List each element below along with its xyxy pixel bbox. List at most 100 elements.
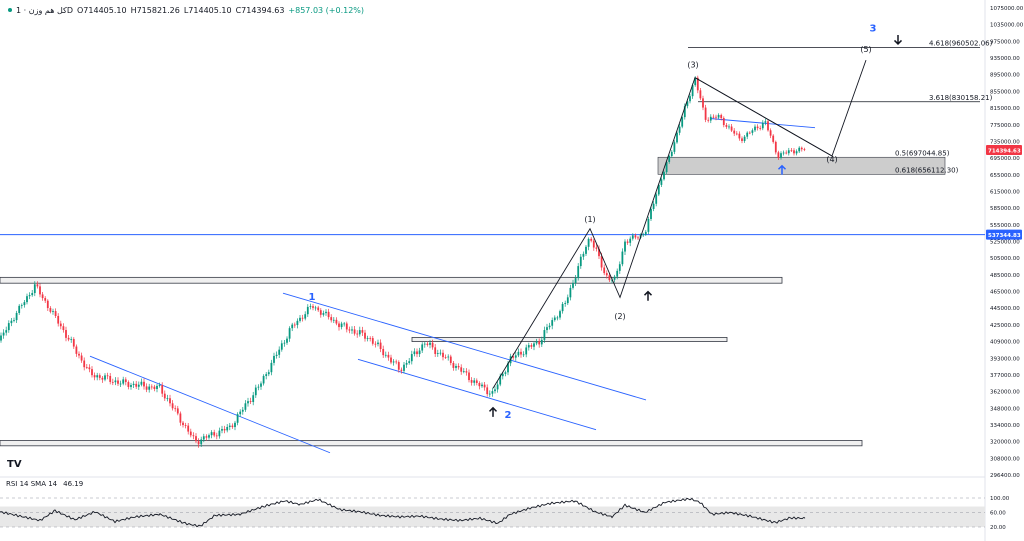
candle-body	[478, 382, 481, 387]
candle-body	[470, 380, 473, 383]
rsi-axis-label: 60.00	[990, 511, 1006, 517]
candle-body	[228, 425, 231, 427]
candle-body	[223, 428, 226, 431]
zone-rect[interactable]	[657, 156, 946, 175]
candle-body	[618, 264, 621, 271]
candle-body	[429, 342, 431, 345]
rsi-legend[interactable]: RSI 14 SMA 14 46.19	[6, 480, 83, 488]
candle-body	[442, 352, 444, 358]
symbol-name[interactable]: کل هم وزن · 1D	[16, 6, 73, 15]
wave-channel-line[interactable]	[694, 77, 833, 157]
candle-body	[452, 362, 455, 368]
trendline[interactable]	[357, 358, 597, 431]
candle-body	[293, 324, 296, 326]
candle-body	[26, 296, 28, 303]
candle-body	[496, 384, 499, 390]
ohlc-high: H715821.26	[130, 6, 180, 15]
candle-body	[499, 376, 502, 385]
candle-body	[158, 385, 161, 386]
elliott-wave-path[interactable]	[492, 59, 867, 389]
candle-body	[475, 380, 478, 383]
candle-body	[371, 338, 374, 344]
candle-body	[795, 151, 798, 154]
candle-body	[657, 184, 660, 195]
candle-body	[369, 338, 372, 339]
candle-body	[122, 379, 125, 384]
y-axis-tick-label: 1075000.00	[990, 6, 1024, 12]
candle-body	[257, 386, 260, 388]
zone-rect[interactable]	[0, 440, 863, 447]
candle-body	[176, 408, 179, 414]
candle-body	[590, 238, 593, 241]
tradingview-logo-icon[interactable]: TV	[7, 459, 22, 470]
candle-body	[353, 329, 356, 334]
candle-body	[161, 385, 164, 394]
candle-body	[59, 323, 62, 327]
y-axis-tick-label: 555000.00	[990, 223, 1020, 229]
candle-body	[41, 294, 44, 299]
arrow-stroke	[643, 290, 653, 301]
rsi-line[interactable]	[0, 497, 806, 528]
candle-body	[143, 381, 145, 387]
candle-body	[663, 172, 665, 180]
candle-body	[327, 311, 330, 318]
candle-body	[462, 371, 465, 373]
candle-body	[330, 317, 333, 321]
y-axis-tick-label: 485000.00	[990, 273, 1020, 279]
trendline[interactable]	[282, 292, 647, 401]
trendline[interactable]	[89, 355, 331, 454]
candle-body	[473, 380, 476, 383]
candle-body	[195, 436, 197, 442]
candle-body	[208, 435, 210, 438]
y-axis-tick-label: 393000.00	[990, 356, 1020, 362]
zone-rect[interactable]	[0, 276, 783, 284]
candle-body	[556, 317, 559, 319]
zone-rect[interactable]	[411, 337, 728, 342]
candle-body	[507, 363, 509, 373]
candle-body	[119, 383, 122, 385]
candle-body	[626, 241, 629, 243]
candle-body	[23, 302, 26, 306]
candle-body	[764, 121, 767, 123]
ohlc-close: C714394.63	[235, 6, 285, 15]
candle-body	[18, 305, 21, 313]
y-axis-tick-label: 465000.00	[990, 290, 1020, 296]
candle-body	[265, 374, 268, 376]
candle-body	[582, 253, 585, 257]
candle-body	[746, 132, 749, 137]
candle-body	[20, 305, 23, 306]
candle-body	[273, 355, 275, 363]
y-axis-tick-label: 505000.00	[990, 256, 1020, 262]
candle-body	[278, 349, 281, 355]
arrow-stroke	[777, 164, 787, 175]
candle-body	[57, 315, 60, 324]
candle-body	[234, 422, 236, 428]
candle-body	[689, 96, 691, 102]
candle-body	[699, 90, 702, 99]
candle-body	[358, 330, 361, 335]
candle-body	[735, 133, 738, 135]
arrow-stroke	[488, 406, 498, 417]
candle-body	[481, 384, 483, 387]
candle-body	[124, 379, 127, 383]
candle-body	[171, 403, 174, 409]
candle-body	[426, 343, 429, 345]
y-axis-tick-label: 525000.00	[990, 240, 1020, 246]
candle-body	[553, 317, 556, 321]
candle-body	[80, 355, 83, 361]
candle-body	[767, 121, 769, 131]
candle-body	[403, 364, 405, 371]
fib-level-label: 0.5(697044.85)	[895, 149, 950, 157]
candle-body	[387, 354, 390, 358]
candle-body	[62, 326, 65, 331]
candle-body	[231, 425, 234, 428]
candle-body	[325, 311, 327, 314]
candle-body	[707, 119, 710, 121]
candle-body	[548, 325, 551, 328]
candle-body	[769, 130, 772, 136]
candle-body	[33, 284, 36, 294]
candle-body	[179, 413, 182, 423]
candle-body	[670, 151, 673, 157]
candle-body	[621, 251, 624, 265]
